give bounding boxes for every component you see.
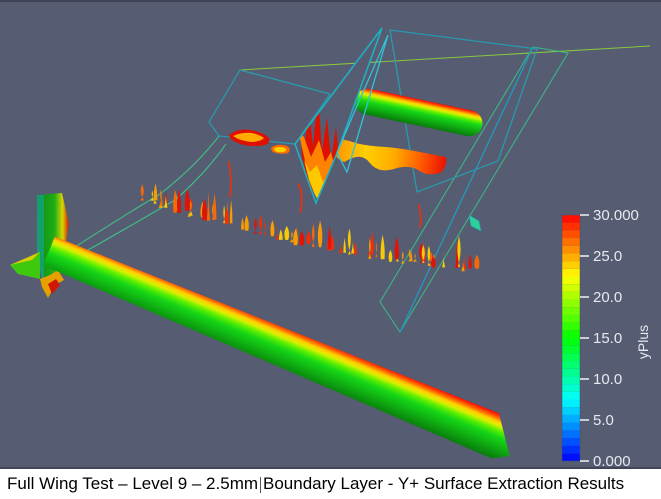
svg-text:20.0: 20.0 — [593, 289, 622, 306]
svg-text:15.0: 15.0 — [593, 330, 622, 347]
svg-text:yPlus: yPlus — [635, 325, 651, 359]
svg-text:25.0: 25.0 — [593, 248, 622, 265]
svg-text:10.0: 10.0 — [593, 371, 622, 388]
svg-text:5.0: 5.0 — [593, 412, 614, 429]
svg-text:30.000: 30.000 — [593, 207, 639, 224]
